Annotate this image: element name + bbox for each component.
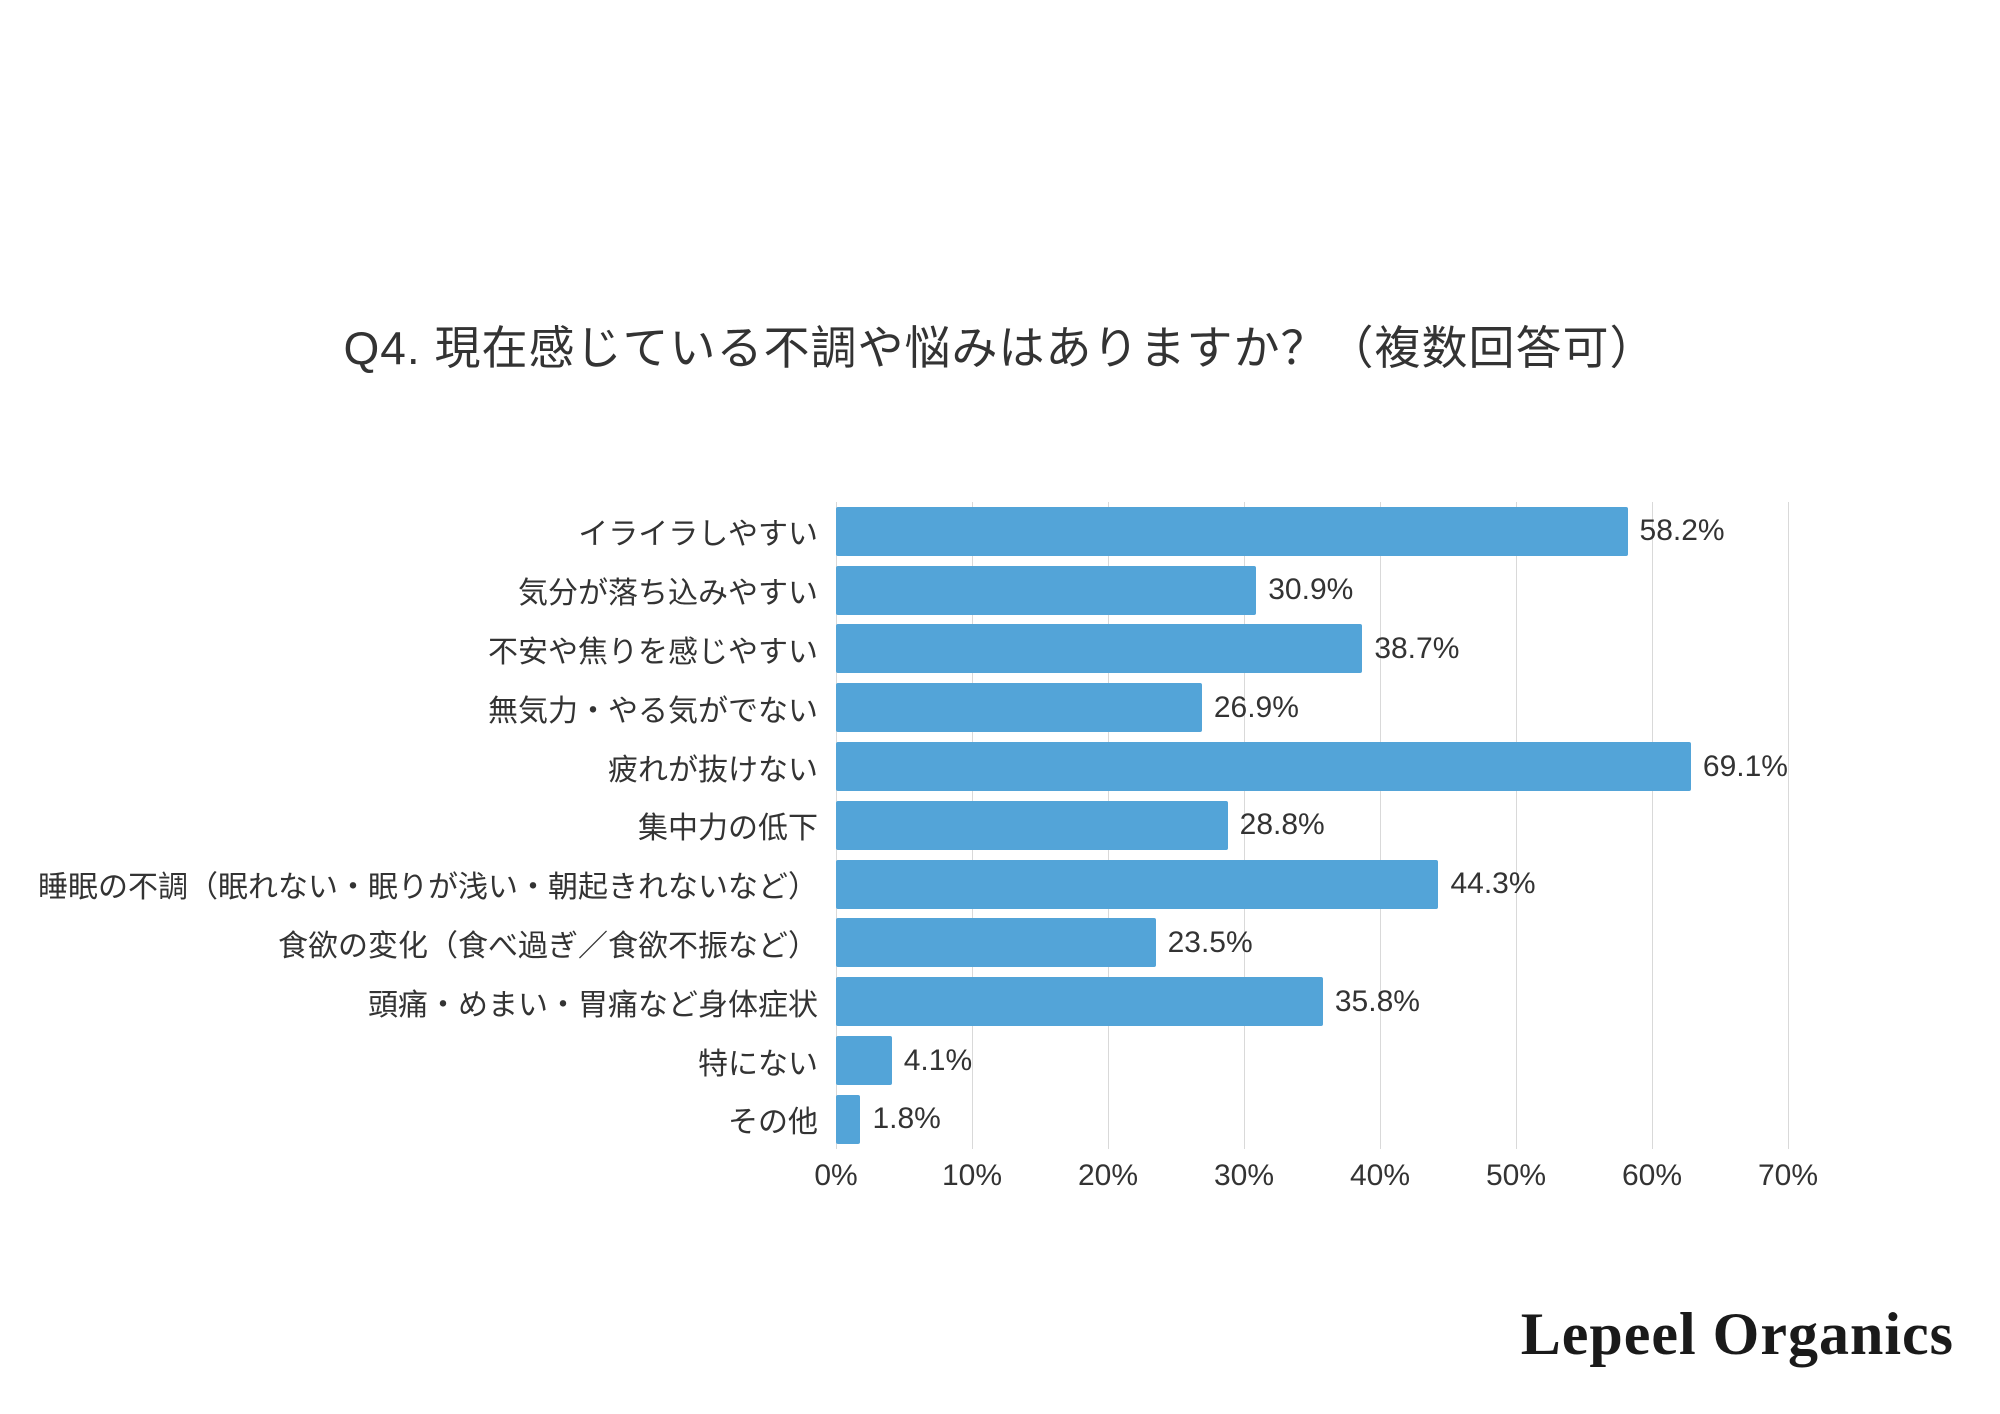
chart-row: 集中力の低下 28.8%	[638, 796, 1788, 855]
bar	[836, 565, 1257, 615]
bar	[836, 506, 1628, 556]
bar	[836, 977, 1323, 1027]
category-label: 疲れが抜けない	[608, 753, 818, 787]
x-tick-label: 60%	[1621, 1159, 1683, 1192]
chart-row: 特にない 4.1%	[698, 1031, 1788, 1090]
gridline	[1788, 502, 1789, 1149]
category-label: 特にない	[698, 1047, 818, 1081]
category-label: その他	[728, 1106, 818, 1140]
category-label: 不安や焦りを感じやすい	[488, 635, 818, 669]
chart-rows: イライラしやすい 58.2% 気分が落ち込みやすい 30.9% 不安や焦りを感じやすい 3…	[38, 502, 1788, 1149]
x-tick-label: 70%	[1757, 1159, 1819, 1192]
value-label: 30.9%	[1268, 573, 1354, 607]
x-tick-label: 0%	[814, 1159, 858, 1192]
bar	[836, 624, 1363, 674]
category-label: 睡眠の不調（眠れない・眠りが浅い・朝起きれないなど）	[38, 871, 818, 905]
category-label: イライラしやすい	[578, 518, 818, 552]
bar	[836, 918, 1156, 968]
value-label: 35.8%	[1334, 984, 1420, 1018]
x-tick-label: 20%	[1077, 1159, 1139, 1192]
value-label: 23.5%	[1167, 925, 1253, 959]
category-label: 食欲の変化（食べ過ぎ／食欲不振など）	[278, 929, 818, 963]
chart-row: 無気力・やる気がでない 26.9%	[488, 678, 1788, 737]
chart-row: 気分が落ち込みやすい 30.9%	[518, 561, 1788, 620]
bar	[836, 742, 1691, 792]
bar	[836, 683, 1202, 733]
category-label: 気分が落ち込みやすい	[518, 577, 818, 611]
value-label: 26.9%	[1213, 690, 1299, 724]
gridline	[1516, 502, 1517, 1149]
chart-row: イライラしやすい 58.2%	[578, 502, 1788, 561]
value-label: 58.2%	[1639, 514, 1725, 548]
category-label: 集中力の低下	[638, 812, 818, 846]
value-label: 4.1%	[903, 1043, 973, 1077]
bar	[836, 1094, 861, 1144]
chart-title: Q4. 現在感じている不調や悩みはありますか？（複数回答可）	[343, 322, 1657, 374]
x-tick-label: 10%	[941, 1159, 1003, 1192]
value-label: 44.3%	[1450, 867, 1536, 901]
value-label: 28.8%	[1239, 808, 1325, 842]
x-tick-label: 30%	[1213, 1159, 1275, 1192]
chart-row: 不安や焦りを感じやすい 38.7%	[488, 620, 1788, 679]
value-label: 69.1%	[1702, 749, 1788, 783]
chart-row: その他 1.8%	[728, 1090, 1788, 1149]
brand-logo: Lepeel Organics	[1520, 1301, 1954, 1367]
x-tick-label: 50%	[1485, 1159, 1547, 1192]
x-tick-label: 40%	[1349, 1159, 1411, 1192]
chart-row: 睡眠の不調（眠れない・眠りが浅い・朝起きれないなど） 44.3%	[38, 855, 1788, 914]
chart-row: 頭痛・めまい・胃痛など身体症状 35.8%	[368, 972, 1788, 1031]
gridline	[1652, 502, 1653, 1149]
bar	[836, 859, 1439, 909]
value-label: 38.7%	[1374, 631, 1460, 665]
gridline	[1380, 502, 1381, 1149]
bar-chart: イライラしやすい 58.2% 気分が落ち込みやすい 30.9% 不安や焦りを感じやすい 3…	[38, 502, 1818, 1205]
bar	[836, 800, 1228, 850]
value-label: 1.8%	[872, 1102, 941, 1136]
gridline	[1244, 502, 1245, 1149]
category-label: 頭痛・めまい・胃痛など身体症状	[368, 988, 818, 1022]
chart-row: 疲れが抜けない 69.1%	[608, 737, 1788, 796]
x-axis: 0% 10% 20% 30% 40% 50% 60% 70%	[814, 1159, 1818, 1205]
category-label: 無気力・やる気がでない	[488, 694, 818, 728]
chart-row: 食欲の変化（食べ過ぎ／食欲不振など） 23.5%	[278, 914, 1788, 973]
bar	[836, 1036, 892, 1086]
